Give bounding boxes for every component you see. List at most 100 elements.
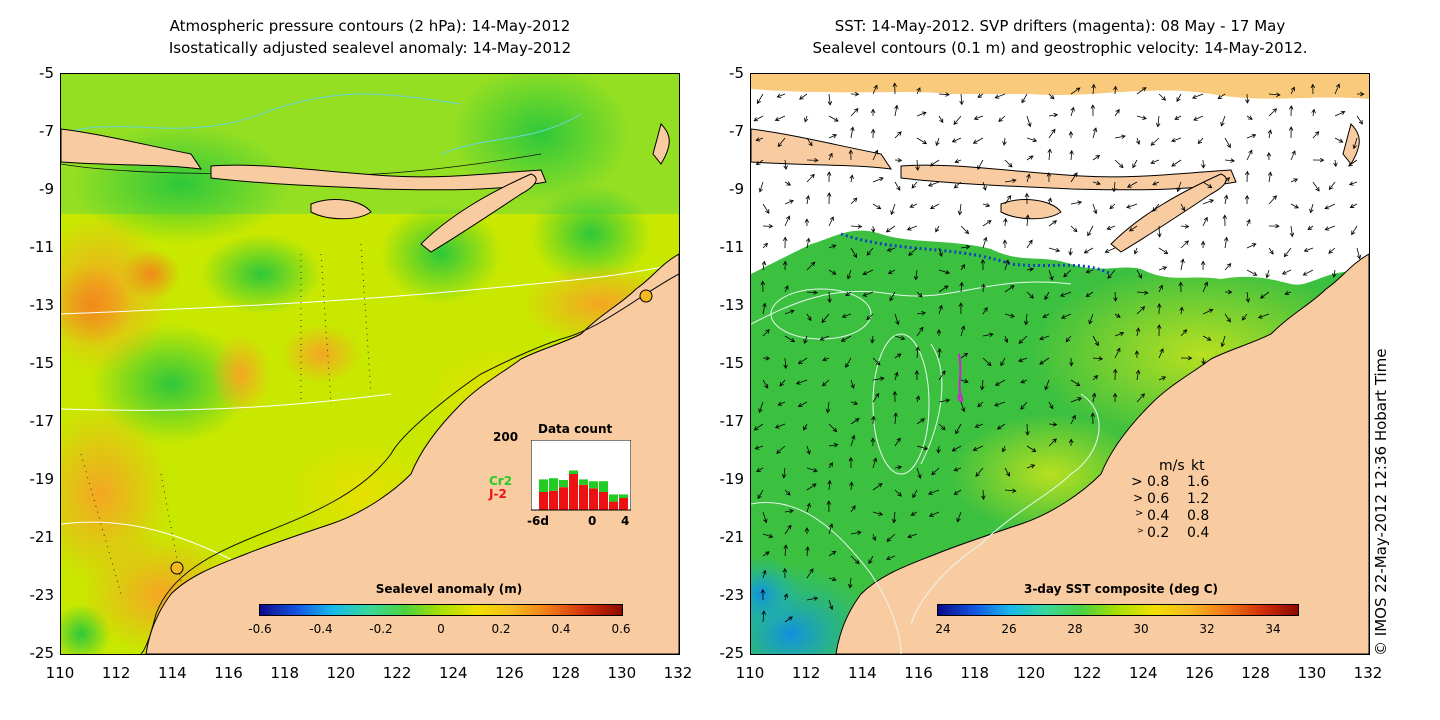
right-xtick: 118: [960, 664, 990, 682]
velocity-arrow: [1224, 313, 1231, 323]
sla-tick-5: 0.2: [491, 622, 511, 636]
velocity-arrow: [915, 346, 920, 359]
right-xtick: 126: [1185, 664, 1214, 682]
velocity-arrow: [1334, 110, 1346, 117]
velocity-arrow: [1087, 225, 1094, 237]
velocity-arrow: [1092, 154, 1101, 161]
velocity-arrow: [960, 401, 966, 413]
velocity-arrow: [872, 177, 884, 183]
velocity-arrow: [850, 418, 860, 425]
right-xtick: 122: [1072, 664, 1102, 682]
velocity-arrow: [891, 511, 897, 524]
velocity-arrow: [828, 442, 839, 448]
velocity-arrow: [762, 203, 770, 214]
velocity-arrow: [1356, 247, 1362, 260]
velocity-arrow: [828, 115, 839, 122]
velocity-arrow: [1176, 181, 1182, 193]
velocity-arrow: [828, 134, 838, 139]
velocity-arrow: [1083, 247, 1094, 254]
velocity-arrow: [894, 353, 902, 359]
velocity-arrow: [1224, 177, 1231, 183]
velocity-arrow: [804, 218, 810, 227]
velocity-arrow: [908, 247, 918, 256]
velocity-arrow: [982, 202, 991, 208]
sst-svg: [751, 74, 1369, 654]
velocity-arrow: [1070, 172, 1078, 183]
velocity-arrow: [885, 225, 896, 233]
velocity-arrow: [936, 445, 941, 454]
velocity-arrow: [1241, 313, 1248, 321]
left-xtick: 116: [214, 664, 243, 682]
velocity-arrow: [1085, 291, 1094, 297]
velocity-arrow: [1222, 214, 1228, 227]
velocity-arrow: [761, 260, 767, 271]
velocity-arrow: [1039, 357, 1050, 365]
velocity-arrow: [973, 115, 984, 121]
velocity-arrow: [1113, 291, 1118, 302]
velocity-arrow: [916, 445, 929, 451]
velocity-arrow: [1158, 247, 1169, 255]
inset-xlabel-minus6d: -6d: [527, 514, 549, 528]
velocity-arrow: [906, 225, 918, 231]
velocity-arrow: [928, 489, 940, 495]
hist-bar-cr2: [609, 494, 618, 502]
velocity-arrow: [1136, 306, 1146, 315]
right-xtick: 120: [1016, 664, 1046, 682]
left-xtick: 130: [607, 664, 637, 682]
velocity-arrow: [1136, 290, 1149, 295]
velocity-arrow: [774, 115, 786, 122]
velocity-arrow: [1201, 159, 1206, 169]
velocity-arrow: [1018, 357, 1028, 363]
velocity-arrow: [1003, 335, 1009, 344]
velocity-arrow: [784, 199, 794, 205]
velocity-arrow: [893, 412, 898, 425]
velocity-arrow: [1245, 93, 1250, 104]
right-xtick: 114: [848, 664, 877, 682]
velocity-arrow: [935, 225, 940, 233]
velocity-arrow: [938, 92, 950, 97]
velocity-arrow: [894, 313, 900, 326]
velocity-kt-1: 1.6: [1187, 474, 1210, 490]
velocity-arrow: [1132, 159, 1138, 169]
velocity-arrow: [784, 508, 794, 514]
velocity-arrow: [972, 137, 984, 144]
right-ytick: -9: [729, 180, 744, 198]
velocity-arrow: [825, 401, 831, 414]
velocity-arrow: [1092, 203, 1098, 215]
velocity-arrow: [754, 445, 764, 450]
velocity-arrow: [1180, 224, 1190, 229]
velocity-arrow: [909, 203, 918, 208]
velocity-arrow: [1156, 324, 1162, 337]
velocity-arrow: [1048, 220, 1058, 227]
velocity-arrow: [1356, 115, 1363, 125]
velocity-arrow: [1092, 127, 1098, 139]
velocity-arrow: [753, 115, 764, 122]
velocity-arrow: [850, 247, 858, 259]
left-ytick: -19: [29, 470, 55, 488]
velocity-arrow: [1288, 126, 1294, 139]
velocity-kt-2: 1.2: [1187, 491, 1210, 507]
velocity-arrow: [977, 401, 984, 408]
velocity-arrow: [1106, 225, 1116, 230]
velocity-arrow: [1158, 348, 1164, 359]
right-ytick: -21: [719, 528, 745, 546]
velocity-arrow: [892, 390, 898, 403]
velocity-arrow: [1004, 195, 1012, 205]
velocity-arrow: [916, 467, 922, 479]
velocity-arrow: [960, 263, 966, 271]
velocity-arrow: [887, 269, 896, 274]
velocity-arrow: [960, 378, 969, 384]
velocity-arrow: [782, 236, 788, 249]
velocity-arrow: [1223, 194, 1229, 205]
velocity-arrow: [1180, 258, 1185, 271]
velocity-kt-3: 0.8: [1187, 508, 1210, 524]
velocity-arrow: [975, 467, 984, 477]
hist-bar-j2: [599, 492, 608, 510]
velocity-arrow: [927, 181, 940, 187]
velocity-arrow: [758, 181, 764, 193]
hist-bar-j2: [609, 501, 618, 510]
hist-bar-cr2: [589, 481, 598, 489]
hist-bar-cr2: [569, 470, 578, 474]
velocity-arrow: [872, 149, 879, 161]
velocity-arrow: [784, 309, 795, 315]
